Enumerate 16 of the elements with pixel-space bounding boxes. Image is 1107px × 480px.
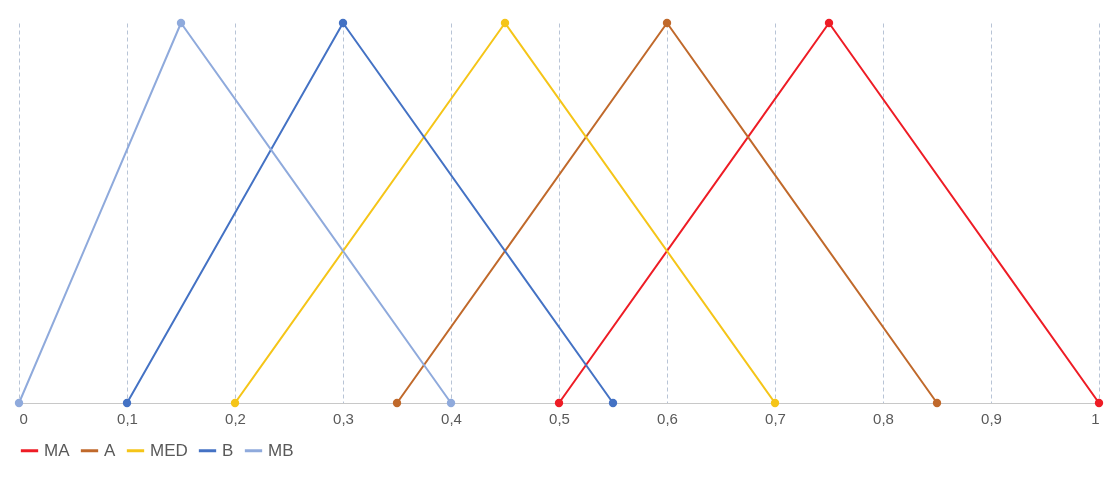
legend-label: MA bbox=[44, 440, 71, 460]
legend-label: MB bbox=[268, 440, 294, 460]
x-tick-label: 0,4 bbox=[441, 409, 462, 427]
x-tick-label: 0,1 bbox=[117, 409, 138, 427]
x-tick-label: 0,2 bbox=[225, 409, 246, 427]
x-tick-label: 0,6 bbox=[657, 409, 678, 427]
x-tick-label: 0,3 bbox=[333, 409, 354, 427]
legend-label: B bbox=[222, 440, 234, 460]
x-tick-label: 0,9 bbox=[981, 409, 1002, 427]
x-tick-label: 0,8 bbox=[873, 409, 894, 427]
legend-label: MED bbox=[150, 440, 188, 460]
legend-label: A bbox=[104, 440, 116, 460]
x-tick-label: 0 bbox=[19, 409, 28, 427]
x-tick-label: 0,7 bbox=[765, 409, 786, 427]
x-tick-label: 1 bbox=[1091, 409, 1100, 427]
x-tick-label: 0,5 bbox=[549, 409, 570, 427]
